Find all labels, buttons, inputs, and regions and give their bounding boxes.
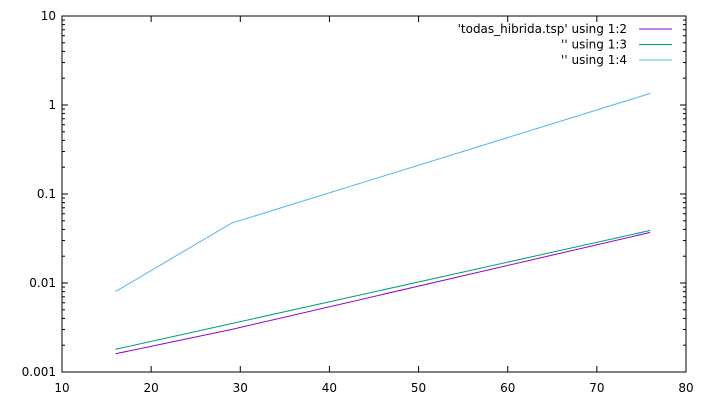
series-lines	[115, 92, 651, 355]
y-tick-label: 0.01	[29, 276, 56, 290]
series-line-1	[115, 231, 651, 355]
series-line-2	[115, 229, 651, 350]
x-tick-labels: 10 20 30 40 50 60 70 80	[54, 381, 693, 395]
plot-frame	[61, 15, 687, 373]
x-tick-label: 30	[233, 381, 248, 395]
legend-label-2: '' using 1:3	[561, 38, 627, 52]
x-tick-label: 80	[678, 381, 693, 395]
y-tick-label: 0.1	[37, 187, 56, 201]
x-tick-label: 20	[144, 381, 159, 395]
x-tick-label: 40	[322, 381, 337, 395]
legend-label-3: '' using 1:4	[561, 53, 627, 67]
series-line-3	[115, 92, 651, 293]
x-tick-label: 60	[500, 381, 515, 395]
y-tick-label: 10	[41, 9, 56, 23]
legend: 'todas_hibrida.tsp' using 1:2 '' using 1:…	[458, 22, 672, 67]
y-tick-label: 0.001	[22, 365, 56, 379]
x-tick-label: 50	[411, 381, 426, 395]
legend-label-1: 'todas_hibrida.tsp' using 1:2	[458, 22, 627, 36]
y-tick-labels: 0.001 0.01 0.1 1 10	[22, 9, 56, 379]
x-tick-label: 10	[54, 381, 69, 395]
y-tick-label: 1	[48, 98, 56, 112]
x-tick-label: 70	[589, 381, 604, 395]
axis-ticks	[61, 15, 687, 373]
